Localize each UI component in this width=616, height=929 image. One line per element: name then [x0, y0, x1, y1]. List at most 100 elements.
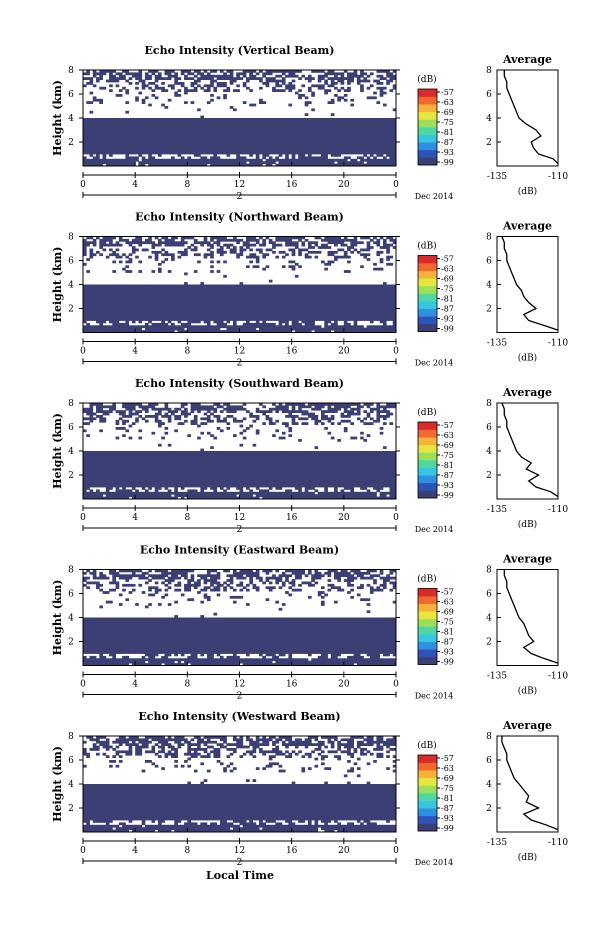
echo-cell [262, 267, 266, 271]
echo-cell [206, 407, 211, 411]
echo-cell [311, 84, 315, 88]
echo-cell [239, 248, 244, 252]
echo-cell [236, 89, 240, 92]
echo-cell [356, 156, 361, 160]
echo-cell [197, 253, 201, 257]
echo-cell [144, 330, 149, 333]
echo-cell [148, 330, 152, 333]
echo-cell [105, 163, 110, 167]
echo-cell [288, 327, 293, 331]
echo-cell [324, 89, 328, 92]
echo-cell [144, 325, 149, 329]
x-axis-title: Local Time [206, 869, 274, 882]
echo-cell [115, 72, 120, 76]
echo-cell [275, 325, 280, 329]
echo-cell [216, 270, 221, 273]
echo-cell [89, 241, 94, 245]
echo-cell [301, 236, 306, 240]
echo-cell [122, 163, 126, 167]
echo-cell [262, 325, 266, 329]
echo-cell [376, 70, 381, 73]
average-y-tick-label: 4 [486, 114, 492, 124]
echo-cell [298, 236, 302, 240]
echo-cell [317, 77, 322, 80]
echo-cell [86, 330, 90, 333]
echo-cell [171, 86, 175, 90]
echo-cell [288, 330, 293, 333]
echo-cell [272, 86, 276, 90]
echo-cell [112, 260, 116, 264]
echo-cell [206, 161, 211, 164]
echo-cell [288, 74, 293, 78]
echo-cell [317, 156, 322, 160]
echo-cell [148, 70, 152, 73]
echo-cell [115, 158, 120, 162]
echo-cell [125, 238, 130, 242]
echo-cell [200, 405, 205, 409]
echo-cell [164, 253, 169, 257]
echo-cell [177, 330, 182, 333]
echo-cell [392, 403, 397, 406]
echo-cell [112, 253, 116, 257]
echo-cell [141, 407, 146, 411]
echo-cell [138, 284, 143, 288]
echo-cell [141, 79, 146, 83]
echo-cell [223, 96, 227, 100]
echo-cell [268, 248, 273, 252]
echo-cell [112, 330, 116, 333]
echo-cell [206, 89, 211, 92]
echo-cell [151, 243, 156, 247]
echo-cell [376, 74, 381, 78]
echo-cell [112, 250, 116, 254]
echo-cell [304, 330, 309, 333]
echo-cell [275, 255, 280, 259]
echo-cell [252, 236, 257, 240]
echo-cell [128, 403, 133, 406]
echo-cell [386, 262, 390, 266]
echo-cell [307, 403, 312, 406]
echo-cell [86, 70, 90, 73]
echo-cell [288, 260, 293, 264]
echo-cell [229, 325, 234, 329]
echo-cell [200, 74, 205, 78]
echo-cell [180, 322, 185, 326]
echo-cell [177, 243, 182, 247]
echo-cell [249, 72, 253, 76]
echo-cell [154, 79, 159, 83]
echo-cell [180, 70, 185, 73]
echo-cell [298, 96, 302, 100]
echo-cell [311, 108, 315, 112]
echo-cell [105, 330, 110, 333]
echo-cell [213, 118, 218, 121]
echo-cell [184, 403, 188, 406]
echo-cell [89, 163, 94, 167]
echo-cell [184, 236, 188, 240]
echo-cell [171, 284, 175, 288]
echo-cell [193, 320, 198, 324]
echo-cell [154, 258, 159, 261]
echo-cell [190, 248, 195, 252]
echo-cell [164, 106, 169, 109]
echo-cell [232, 89, 237, 92]
echo-cell [154, 325, 159, 329]
echo-cell [171, 255, 175, 259]
echo-cell [321, 77, 325, 80]
echo-cell [131, 325, 136, 329]
echo-cell [255, 407, 260, 411]
echo-cell [203, 253, 208, 257]
echo-cell [223, 74, 227, 78]
echo-cell [356, 403, 361, 406]
echo-band [83, 120, 396, 154]
echo-cell [321, 74, 325, 78]
echo-cell [184, 163, 188, 167]
echo-cell [131, 284, 136, 288]
echo-cell [99, 161, 103, 164]
echo-cell [252, 158, 257, 162]
echo-cell [298, 248, 302, 252]
echo-cell [373, 236, 377, 240]
echo-cell [190, 410, 195, 413]
echo-cell [291, 267, 296, 271]
echo-cell [294, 246, 299, 249]
echo-cell [99, 86, 103, 90]
echo-cell [206, 253, 211, 257]
